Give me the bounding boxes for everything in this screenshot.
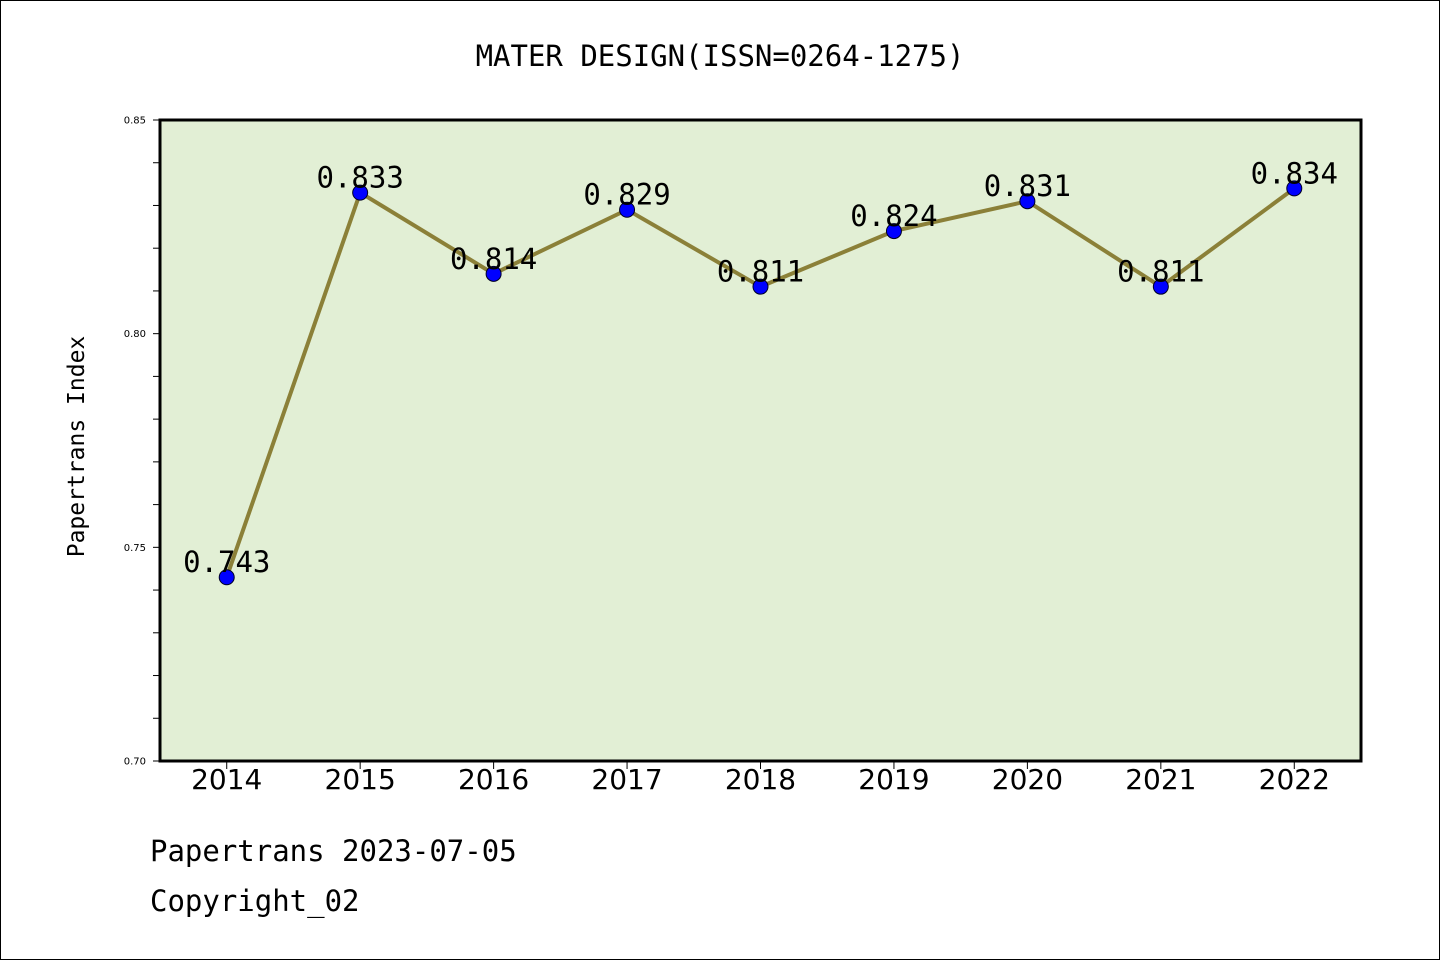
data-label: 0.824 (850, 199, 937, 233)
footer-date: Papertrans 2023-07-05 (150, 834, 517, 868)
data-point (218, 569, 235, 586)
data-point (1019, 193, 1036, 210)
y-axis: 0.70 0.75 0.80 0.85 (124, 116, 160, 768)
data-label: 0.833 (317, 161, 404, 195)
data-label: 0.811 (717, 255, 804, 289)
data-points (218, 180, 1303, 586)
x-tick-label: 2018 (725, 763, 796, 796)
y-axis-label: Papertrans Index (64, 336, 90, 558)
plot-border (158, 118, 1363, 763)
data-label: 0.743 (183, 545, 270, 579)
x-tick-label: 2017 (591, 763, 662, 796)
data-point (752, 278, 769, 295)
y-tick-label: 0.85 (124, 116, 146, 127)
data-point (885, 223, 902, 240)
data-point (485, 265, 502, 282)
y-tick-label: 0.75 (124, 543, 146, 554)
x-axis: 2014 2015 2016 2017 2018 2019 2020 2021 2022 (191, 761, 1330, 796)
data-point (619, 201, 636, 218)
x-tick-label: 2015 (325, 763, 396, 796)
x-tick-label: 2020 (992, 763, 1063, 796)
data-label: 0.831 (984, 169, 1071, 203)
data-label: 0.829 (583, 178, 670, 212)
x-tick-label: 2019 (858, 763, 929, 796)
x-tick-label: 2021 (1125, 763, 1196, 796)
data-labels: 0.743 0.833 0.814 0.829 0.811 0.824 0.831 0.811… (183, 156, 1338, 579)
x-tick-label: 2016 (458, 763, 529, 796)
y-tick-label: 0.70 (124, 757, 146, 768)
data-label: 0.811 (1117, 255, 1204, 289)
data-label: 0.834 (1251, 156, 1338, 190)
chart-title: MATER DESIGN(ISSN=0264-1275) (476, 39, 965, 73)
data-point (352, 184, 369, 201)
x-tick-label: 2022 (1259, 763, 1330, 796)
data-point (1152, 278, 1169, 295)
plot-area (160, 120, 1361, 761)
y-tick-label: 0.80 (124, 329, 146, 340)
data-point (1286, 180, 1303, 197)
footer-copyright: Copyright_02 (150, 884, 360, 918)
x-tick-label: 2014 (191, 763, 262, 796)
data-label: 0.814 (450, 242, 537, 276)
